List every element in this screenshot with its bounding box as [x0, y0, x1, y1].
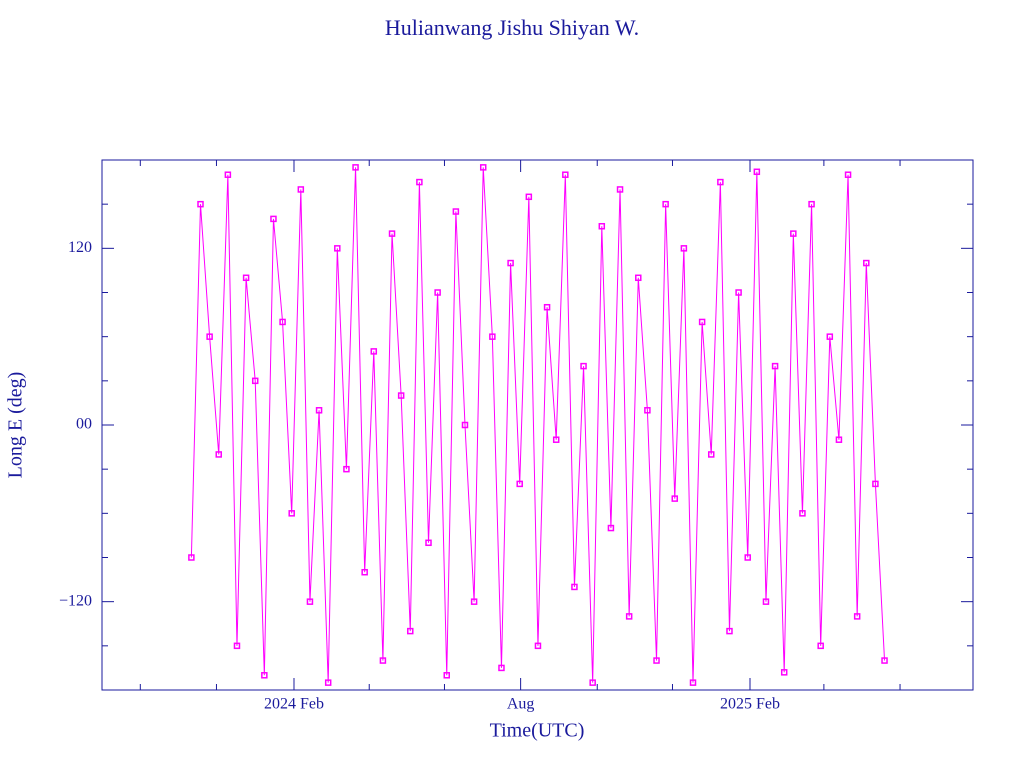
x-axis-label: Time(UTC): [490, 720, 585, 742]
data-point: [297, 186, 305, 193]
data-point: [315, 407, 323, 414]
data-point: [334, 245, 341, 252]
data-point: [233, 642, 241, 650]
data-point: [808, 200, 815, 208]
data-point: [306, 598, 314, 605]
data-point: [835, 436, 843, 443]
data-point: [461, 421, 469, 429]
data-point: [543, 303, 551, 311]
data-point: [370, 348, 378, 355]
data-line: [190, 167, 886, 683]
data-point: [826, 333, 834, 340]
data-point: [790, 230, 797, 237]
chart-title: Hulianwang Jishu Shiyan W.: [385, 15, 639, 40]
y-tick-label: −120: [59, 592, 92, 609]
data-point: [443, 672, 451, 679]
x-tick-label: Aug: [507, 696, 535, 713]
data-point: [881, 657, 888, 664]
data-point: [489, 333, 496, 340]
data-point: [771, 362, 779, 370]
data-point: [616, 186, 624, 193]
x-tick-label: 2024 Feb: [264, 696, 324, 713]
data-point: [343, 465, 350, 473]
data-point: [251, 377, 259, 385]
data-point: [242, 274, 250, 282]
data-point: [753, 168, 761, 176]
y-tick-label: 00: [76, 416, 92, 433]
data-point: [562, 171, 569, 178]
data-point: [625, 613, 633, 620]
data-point: [817, 642, 824, 650]
data-point: [726, 627, 733, 635]
x-tick-label: 2025 Feb: [720, 696, 780, 713]
data-point: [479, 164, 487, 171]
data-point: [224, 171, 232, 178]
data-point: [388, 230, 396, 237]
data-point: [434, 289, 441, 296]
data-point: [717, 178, 724, 186]
data-point: [397, 392, 405, 399]
data-point: [361, 568, 368, 576]
data-point: [270, 215, 277, 223]
data-point: [607, 524, 615, 532]
data-point: [653, 657, 660, 664]
data-point: [844, 171, 852, 178]
data-point: [416, 178, 423, 186]
data-point: [853, 613, 861, 620]
data-point: [452, 208, 460, 215]
data-point: [698, 318, 706, 326]
data-point: [352, 164, 359, 171]
data-point: [863, 259, 870, 267]
data-point: [644, 407, 651, 414]
data-point: [589, 679, 596, 686]
data-point: [197, 200, 204, 208]
data-point: [689, 679, 697, 686]
data-point: [206, 333, 213, 340]
data-point: [735, 289, 742, 296]
data-point: [261, 672, 268, 679]
data-point: [379, 657, 387, 664]
data-point: [707, 451, 715, 458]
data-point: [662, 200, 669, 208]
data-point: [635, 274, 642, 282]
data-point: [799, 510, 806, 517]
data-point: [762, 598, 770, 605]
data-point: [525, 193, 533, 201]
data-point: [671, 495, 679, 502]
data-point: [407, 627, 414, 635]
data-point: [552, 436, 560, 443]
data-point: [534, 642, 542, 650]
data-point: [498, 664, 505, 672]
data-point: [598, 223, 606, 230]
data-point: [571, 583, 578, 591]
y-tick-label: 120: [68, 239, 92, 256]
data-point: [872, 480, 879, 488]
data-point: [744, 554, 751, 561]
data-point: [580, 362, 587, 370]
data-point: [188, 554, 195, 561]
data-point: [215, 451, 222, 458]
data-point: [507, 259, 514, 267]
data-point: [324, 679, 332, 686]
data-point: [425, 539, 432, 547]
data-point: [279, 318, 286, 326]
data-point: [780, 669, 788, 676]
data-point: [680, 245, 688, 252]
data-point: [470, 598, 478, 605]
data-point: [288, 510, 295, 517]
y-axis-label: Long E (deg): [5, 372, 27, 479]
data-point: [516, 480, 523, 488]
